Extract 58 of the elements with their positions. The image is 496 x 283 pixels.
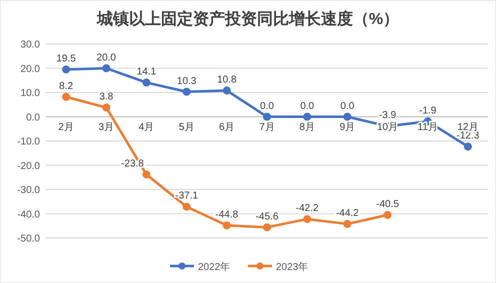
data-label: -44.8: [215, 209, 239, 220]
y-tick-label: 10.0: [20, 88, 40, 99]
point: [142, 170, 150, 178]
point: [343, 112, 352, 121]
data-label: 20.0: [96, 52, 116, 64]
point: [263, 223, 271, 232]
point: [303, 112, 312, 121]
y-tick-label: -50.0: [17, 234, 40, 244]
x-tick-label: 9月: [340, 122, 356, 133]
x-tick-label: 7月: [259, 122, 275, 133]
data-label: -44.2: [336, 208, 360, 219]
y-tick-label: -10.0: [17, 136, 40, 148]
point: [62, 92, 70, 101]
point: [222, 86, 231, 95]
data-label: 8.2: [59, 80, 74, 92]
point: [62, 65, 70, 74]
point: [182, 88, 191, 96]
y-tick-label: -30.0: [17, 185, 40, 196]
point: [142, 78, 150, 87]
y-tick-label: -20.0: [17, 160, 40, 172]
x-tick-label: 2月: [58, 122, 74, 133]
data-label: -37.1: [175, 190, 198, 202]
y-tick-label: 20.0: [20, 64, 40, 75]
x-tick-label: 5月: [178, 122, 194, 133]
data-label: -42.2: [296, 203, 320, 214]
data-label: 14.1: [136, 66, 157, 78]
x-tick-label: 11月: [418, 122, 438, 133]
data-label: 0.0: [260, 100, 274, 112]
point: [303, 215, 312, 224]
legend-label: 2023年: [276, 261, 308, 273]
y-tick-label: -40.0: [17, 209, 40, 220]
point: [102, 64, 110, 72]
point: [263, 112, 271, 121]
point: [182, 202, 191, 211]
data-label: 19.5: [56, 53, 76, 64]
chart-title: 城镇以上固定资产投资同比增长速度（%）: [96, 9, 400, 28]
x-tick-label: 8月: [299, 122, 315, 133]
y-tick-label: 0.0: [26, 112, 40, 124]
data-label: -3.9: [378, 110, 397, 122]
point: [464, 142, 472, 151]
data-label: 3.8: [99, 92, 114, 103]
point: [102, 104, 110, 112]
legend-label: 2022年: [198, 261, 230, 273]
x-tick-label: 6月: [219, 122, 235, 133]
data-label: -45.6: [256, 211, 279, 222]
data-label: 10.3: [176, 76, 197, 87]
x-tick-label: 3月: [98, 122, 114, 133]
point: [384, 210, 392, 219]
data-label: 10.8: [217, 74, 237, 86]
y-tick-label: 30.0: [20, 40, 40, 50]
x-tick-label: 4月: [138, 122, 154, 133]
data-label: -1.9: [419, 105, 437, 116]
x-tick-label: 12月: [457, 122, 478, 133]
data-label: -40.5: [376, 198, 400, 210]
data-label: 0.0: [300, 100, 315, 112]
data-label: 0.0: [340, 100, 355, 112]
point: [343, 220, 352, 228]
point: [222, 221, 231, 230]
